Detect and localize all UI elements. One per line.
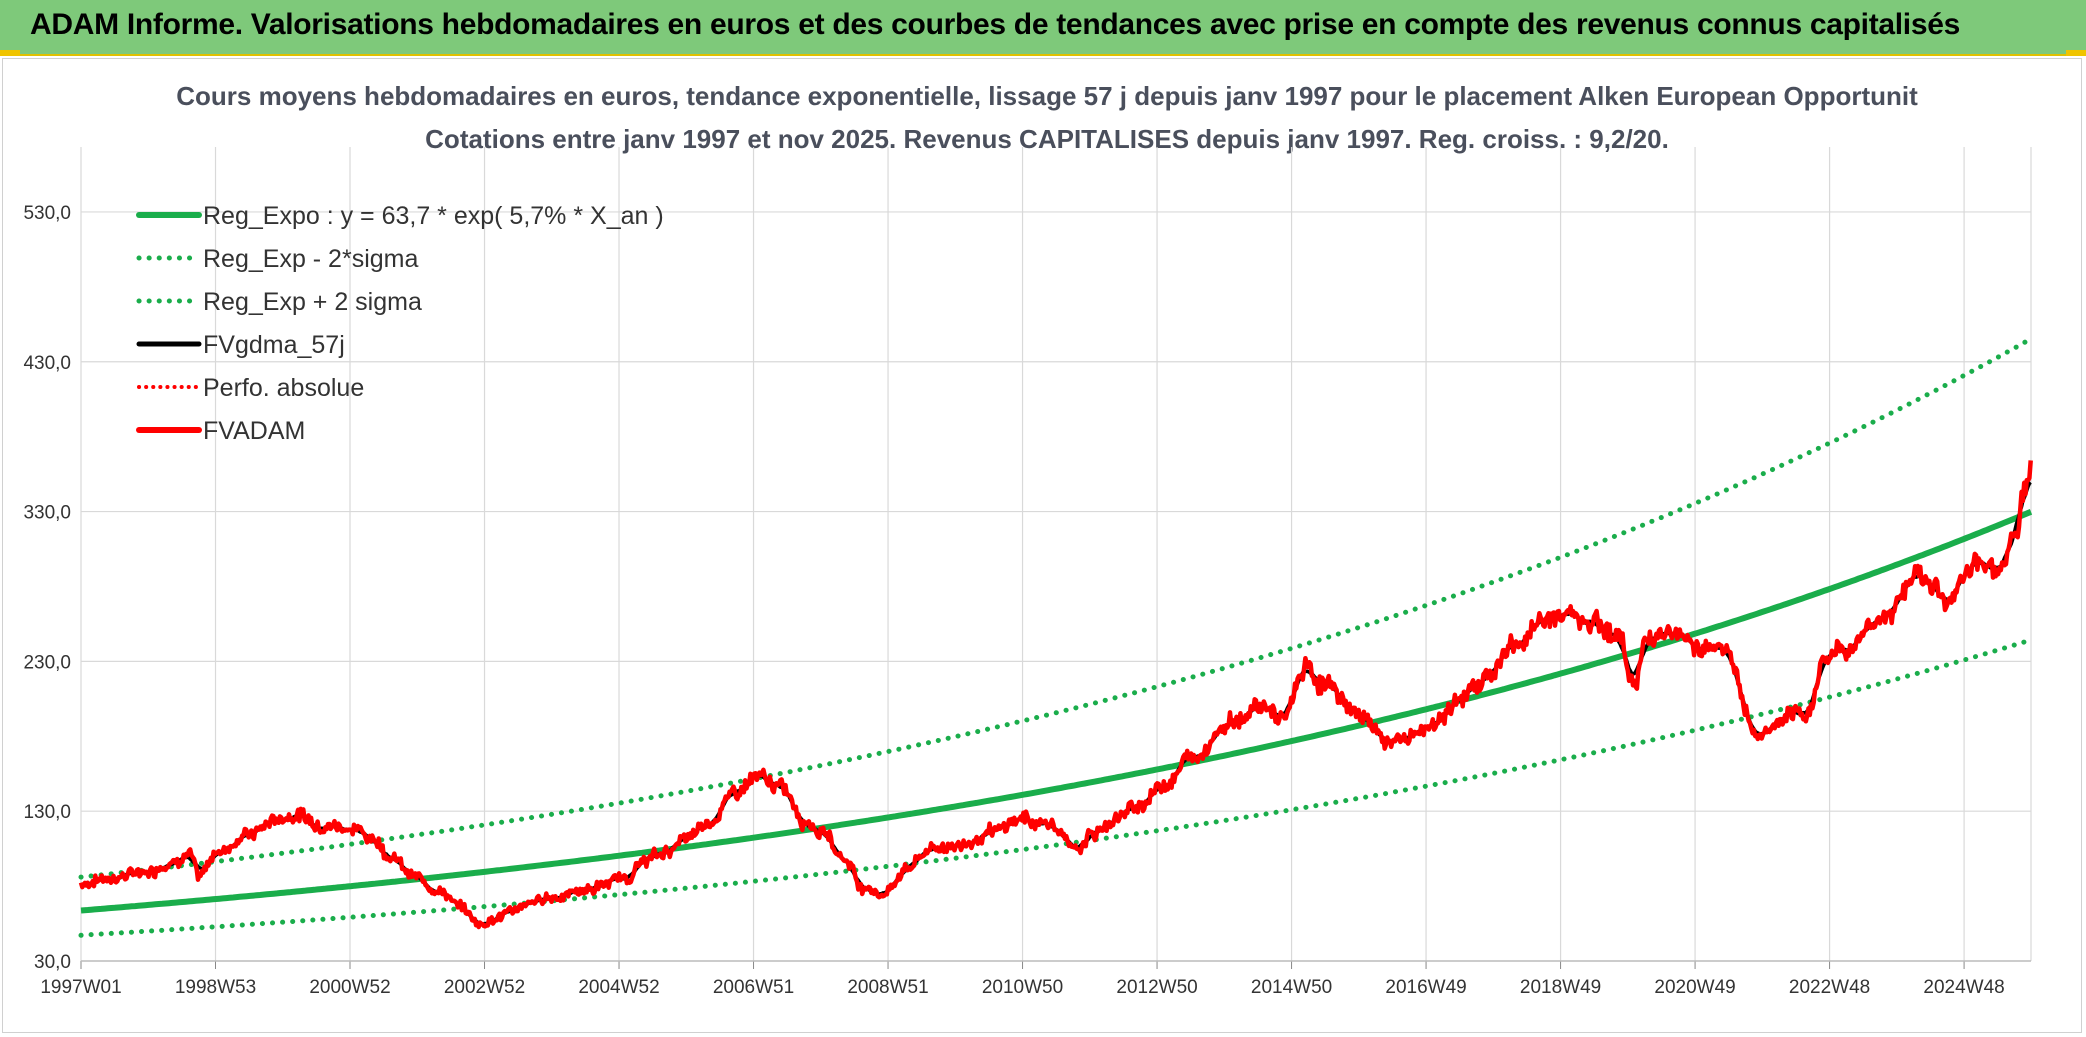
corner-mark-right (2066, 50, 2086, 56)
series-reg-minus-2sigma (78, 637, 2034, 938)
x-tick-label: 2010W50 (982, 977, 1063, 998)
x-tick-label: 1998W53 (175, 977, 256, 998)
series-layer (78, 336, 2034, 938)
y-tick-label: 430,0 (23, 353, 71, 374)
x-tick-label: 2002W52 (444, 977, 525, 998)
x-tick-label: 2014W50 (1251, 977, 1332, 998)
y-tick-label: 530,0 (23, 203, 71, 224)
y-axis-ticks: 30,0 130,0 230,0 330,0 430,0 530,0 (23, 203, 71, 973)
series-reg-plus-2sigma (78, 336, 2034, 880)
series-fvadam (78, 460, 2033, 930)
chart-frame: Cours moyens hebdomadaires en euros, ten… (2, 58, 2082, 1033)
legend-label: Reg_Exp + 2 sigma (203, 288, 422, 316)
chart-title-line-2: Cotations entre janv 1997 et nov 2025. R… (425, 124, 1669, 154)
y-tick-label: 230,0 (23, 652, 71, 673)
x-tick-label: 1997W01 (40, 977, 121, 998)
x-tick-label: 2016W49 (1385, 977, 1466, 998)
y-tick-label: 30,0 (34, 952, 71, 973)
legend-label: FVgdma_57j (203, 331, 345, 359)
header-title: ADAM Informe. Valorisations hebdomadaire… (30, 8, 1961, 41)
x-tick-label: 2020W49 (1654, 977, 1735, 998)
x-tick-label: 2004W52 (578, 977, 659, 998)
x-tick-label: 2000W52 (309, 977, 390, 998)
chart-title-line-1: Cours moyens hebdomadaires en euros, ten… (176, 81, 1918, 111)
legend-label: FVADAM (203, 417, 305, 445)
corner-mark-left (0, 50, 20, 56)
x-tick-label: 2012W50 (1116, 977, 1197, 998)
series-fvgdma-57j (80, 481, 2032, 926)
x-tick-label: 2024W48 (1923, 977, 2004, 998)
y-tick-label: 130,0 (23, 802, 71, 823)
x-tick-label: 2008W51 (847, 977, 928, 998)
x-tick-label: 2022W48 (1789, 977, 1870, 998)
legend: Reg_Expo : y = 63,7 * exp( 5,7% * X_an )… (136, 202, 664, 445)
header-bar: ADAM Informe. Valorisations hebdomadaire… (0, 0, 2086, 56)
legend-label: Perfo. absolue (203, 374, 364, 402)
x-tick-label: 2006W51 (713, 977, 794, 998)
chart: Cours moyens hebdomadaires en euros, ten… (23, 81, 2034, 998)
legend-label: Reg_Expo : y = 63,7 * exp( 5,7% * X_an ) (203, 202, 664, 230)
series-reg-expo (80, 509, 2033, 914)
x-axis-ticks: 1997W01 1998W53 2000W52 2002W52 2004W52 2006W… (40, 960, 2031, 998)
grid (80, 147, 2032, 962)
x-tick-label: 2018W49 (1520, 977, 1601, 998)
legend-label: Reg_Exp - 2*sigma (203, 245, 418, 273)
y-tick-label: 330,0 (23, 503, 71, 524)
